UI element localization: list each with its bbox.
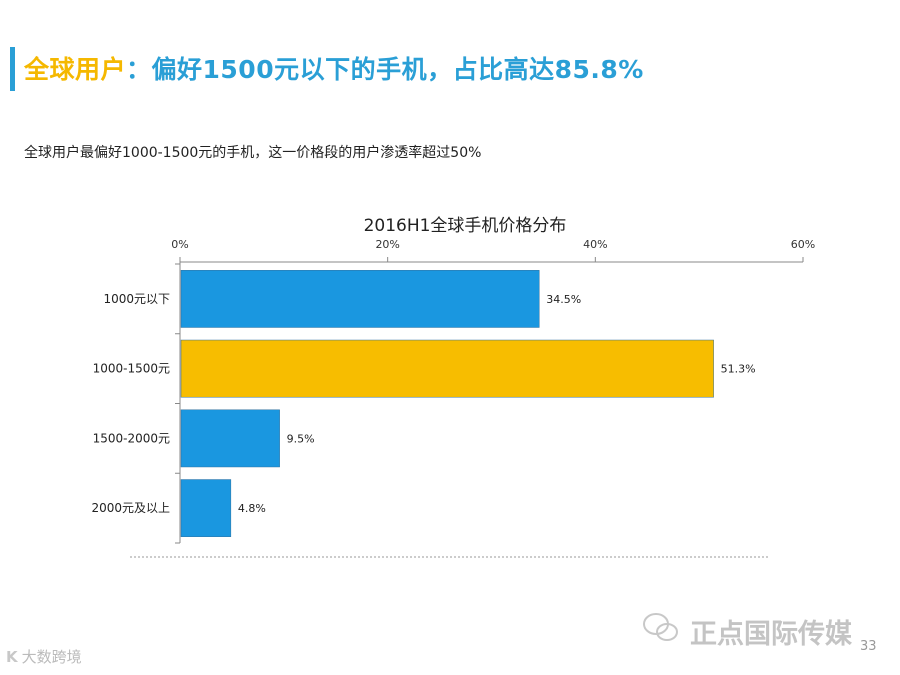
page-subtitle: 全球用户最偏好1000-1500元的手机，这一价格段的用户渗透率超过50% — [24, 145, 482, 161]
category-label: 2000元及以上 — [91, 501, 170, 515]
x-tick-label: 60% — [791, 238, 815, 251]
corner-logo: K 大数跨境 — [6, 646, 82, 667]
data-label: 51.3% — [721, 363, 756, 376]
category-label: 1000-1500元 — [93, 362, 170, 376]
page-title: 全球用户：偏好1500元以下的手机，占比高达85.8% — [24, 50, 644, 86]
bar — [180, 479, 232, 537]
chart-title: 2016H1全球手机价格分布 — [364, 216, 567, 236]
bar — [180, 270, 540, 328]
bar — [180, 339, 714, 398]
wechat-icon — [643, 613, 678, 641]
x-tick-label: 20% — [375, 238, 399, 251]
bar — [180, 409, 280, 468]
category-label: 1500-2000元 — [93, 431, 170, 445]
page-number: 33 — [860, 639, 877, 654]
x-tick-label: 0% — [171, 238, 188, 251]
corner-logo-mark: K — [6, 648, 18, 666]
watermark-text: 正点国际传媒 — [690, 619, 852, 650]
title-accent-bar — [10, 47, 15, 91]
data-label: 4.8% — [238, 502, 266, 515]
data-label: 9.5% — [287, 432, 315, 445]
category-label: 1000元以下 — [103, 292, 170, 306]
x-tick-label: 40% — [583, 238, 607, 251]
corner-logo-text: 大数跨境 — [21, 648, 82, 666]
page-title-highlight: 全球用户 — [24, 55, 127, 84]
page-title-rest: ：偏好1500元以下的手机，占比高达85.8% — [126, 55, 644, 84]
data-label: 34.5% — [546, 293, 581, 306]
